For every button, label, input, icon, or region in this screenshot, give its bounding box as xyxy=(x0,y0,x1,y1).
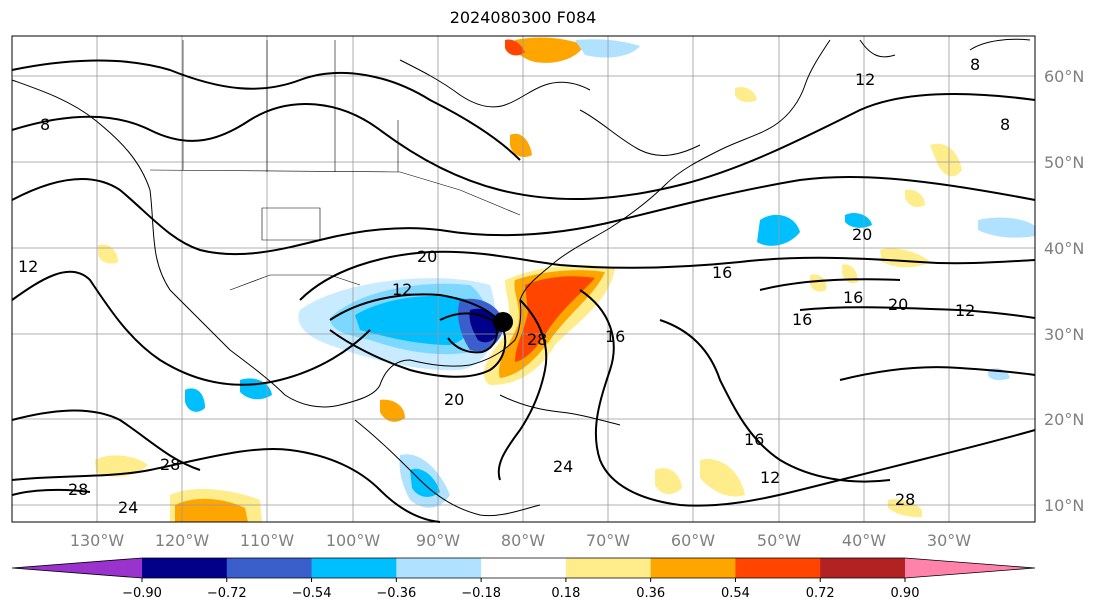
colorbar-tick-label: 0.18 xyxy=(551,586,580,601)
contour-label: 16 xyxy=(712,263,732,282)
lat-label: 40°N xyxy=(1044,239,1084,258)
colorbar-segment xyxy=(311,558,397,578)
colorbar-segment xyxy=(226,558,313,578)
contour-label: 28 xyxy=(527,330,547,349)
colorbar-tick-label: −0.90 xyxy=(122,586,162,601)
coastlines xyxy=(11,38,1031,517)
lon-label: 60°W xyxy=(671,531,715,550)
lon-label: 120°W xyxy=(155,531,210,550)
contour-labels: 8 8 8 12 12 12 12 12 16 16 16 16 16 20 2… xyxy=(18,55,1010,517)
lat-label: 10°N xyxy=(1044,496,1084,515)
contour-label: 16 xyxy=(744,430,764,449)
contour-label: 12 xyxy=(392,280,412,299)
lon-label: 90°W xyxy=(416,531,460,550)
colorbar-segment xyxy=(565,558,652,578)
lon-label: 100°W xyxy=(326,531,381,550)
colorbar-segment xyxy=(396,558,482,578)
contour-label: 8 xyxy=(970,55,980,74)
colorbar-segment xyxy=(650,558,736,578)
contour-label: 12 xyxy=(760,468,780,487)
lat-label: 20°N xyxy=(1044,410,1084,429)
lat-label: 50°N xyxy=(1044,153,1084,172)
lon-label: 30°W xyxy=(927,531,971,550)
contour-label: 20 xyxy=(444,390,464,409)
colorbar-tick-label: −0.36 xyxy=(376,586,416,601)
map-area: 8 8 8 12 12 12 12 12 16 16 16 16 16 20 2… xyxy=(11,35,1036,523)
contour-label: 24 xyxy=(118,498,138,517)
lon-label: 50°W xyxy=(757,531,801,550)
colorbar-tick-label: 0.90 xyxy=(891,586,920,601)
contour-label: 28 xyxy=(160,455,180,474)
contour-label: 20 xyxy=(417,247,437,266)
contour-label: 20 xyxy=(888,295,908,314)
colorbar-tick-label: −0.72 xyxy=(207,586,247,601)
contour-label: 28 xyxy=(68,480,88,499)
colorbar-segment xyxy=(142,558,228,578)
contour-label: 20 xyxy=(852,225,872,244)
lon-label: 130°W xyxy=(70,531,125,550)
borders xyxy=(149,40,521,291)
lon-label: 70°W xyxy=(586,531,630,550)
contour-label: 24 xyxy=(553,457,573,476)
lat-label: 30°N xyxy=(1044,325,1084,344)
contour-label: 28 xyxy=(895,490,915,509)
contour-label: 16 xyxy=(843,288,863,307)
lat-label: 60°N xyxy=(1044,67,1084,86)
contour-label: 8 xyxy=(1000,115,1010,134)
lon-label: 110°W xyxy=(240,531,295,550)
colorbar-tick-label: 0.54 xyxy=(721,586,750,601)
contour-label: 12 xyxy=(955,301,975,320)
latitude-labels: 60°N 50°N 40°N 30°N 20°N 10°N xyxy=(1044,67,1084,515)
colorbar-tick-label: −0.18 xyxy=(461,586,501,601)
lon-label: 40°W xyxy=(842,531,886,550)
colorbar-tick-label: 0.36 xyxy=(636,586,665,601)
contour-label: 12 xyxy=(18,257,38,276)
contour-label: 16 xyxy=(792,310,812,329)
contour-label: 16 xyxy=(605,327,625,346)
contour-label: 12 xyxy=(855,70,875,89)
colorbar-segment xyxy=(735,558,821,578)
colorbar-segment xyxy=(481,558,567,578)
colorbar-segment xyxy=(820,558,906,578)
contour-label: 8 xyxy=(40,115,50,134)
map-title: 2024080300 F084 xyxy=(449,8,597,27)
colorbar-extension-high xyxy=(905,558,1035,578)
contours xyxy=(11,59,1036,523)
colorbar: −0.90 −0.72 −0.54 −0.36 −0.18 0.18 0.36 0.54 0.7… xyxy=(11,557,1036,601)
low-center-marker xyxy=(493,312,513,332)
longitude-labels: 130°W 120°W 110°W 100°W 90°W 80°W 70°W 6… xyxy=(70,531,971,550)
lon-label: 80°W xyxy=(501,531,545,550)
colorbar-tick-label: −0.54 xyxy=(292,586,332,601)
colorbar-tick-label: 0.72 xyxy=(806,586,835,601)
colorbar-extension-low xyxy=(12,558,142,578)
